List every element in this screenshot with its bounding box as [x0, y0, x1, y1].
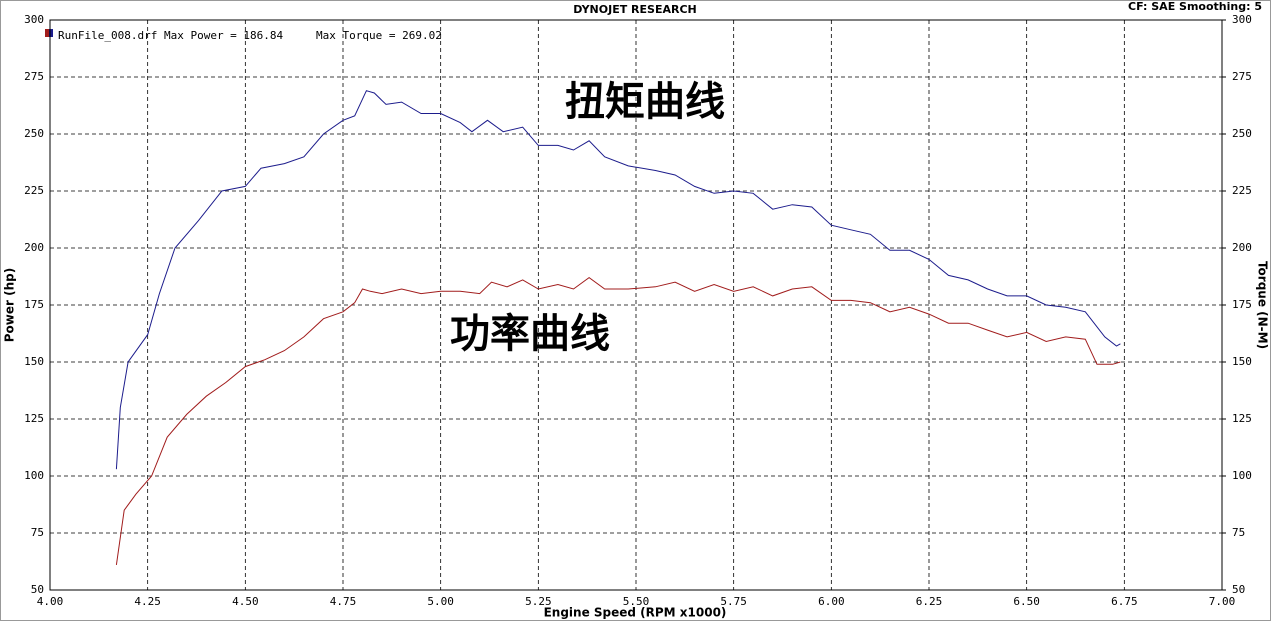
- x-tick-label: 6.50: [1013, 595, 1040, 608]
- y-tick-label: 225: [24, 184, 44, 197]
- legend-text: RunFile_008.drf Max Power = 186.84: [58, 29, 284, 42]
- y2-tick-label: 250: [1232, 127, 1252, 140]
- x-tick-label: 4.00: [37, 595, 64, 608]
- y-tick-label: 100: [24, 469, 44, 482]
- legend-swatch-power: [45, 29, 52, 37]
- torque-annotation: 扭矩曲线: [565, 79, 725, 125]
- x-tick-label: 4.25: [134, 595, 161, 608]
- y2-tick-label: 175: [1232, 298, 1252, 311]
- x-tick-label: 5.25: [525, 595, 552, 608]
- y2-tick-label: 300: [1232, 13, 1252, 26]
- y2-axis-label: Torque (N-M): [1256, 261, 1270, 349]
- chart-subtitle: CF: SAE Smoothing: 5: [1128, 0, 1262, 13]
- power-annotation: 功率曲线: [450, 311, 610, 357]
- x-tick-label: 5.50: [623, 595, 650, 608]
- x-tick-label: 6.00: [818, 595, 845, 608]
- y-tick-label: 175: [24, 298, 44, 311]
- x-tick-label: 5.75: [720, 595, 747, 608]
- x-tick-label: 4.50: [232, 595, 259, 608]
- y2-tick-label: 125: [1232, 412, 1252, 425]
- y2-tick-label: 75: [1232, 526, 1245, 539]
- y2-tick-label: 100: [1232, 469, 1252, 482]
- y-tick-label: 75: [31, 526, 44, 539]
- y-tick-label: 200: [24, 241, 44, 254]
- x-tick-label: 5.00: [427, 595, 454, 608]
- y-tick-label: 300: [24, 13, 44, 26]
- y-tick-label: 275: [24, 70, 44, 83]
- y-tick-label: 250: [24, 127, 44, 140]
- x-tick-label: 6.25: [916, 595, 943, 608]
- y2-tick-label: 50: [1232, 583, 1245, 596]
- legend-swatch-torque: [49, 29, 53, 37]
- y2-tick-label: 275: [1232, 70, 1252, 83]
- y2-tick-label: 200: [1232, 241, 1252, 254]
- x-axis-label: Engine Speed (RPM x1000): [544, 606, 727, 620]
- y-axis-label: Power (hp): [3, 268, 17, 342]
- x-tick-label: 4.75: [330, 595, 357, 608]
- x-tick-label: 7.00: [1209, 595, 1236, 608]
- legend-text: Max Torque = 269.02: [316, 29, 442, 42]
- plot-frame: [49, 19, 1223, 591]
- y-tick-label: 150: [24, 355, 44, 368]
- y2-tick-label: 225: [1232, 184, 1252, 197]
- y-tick-label: 125: [24, 412, 44, 425]
- y2-tick-label: 150: [1232, 355, 1252, 368]
- y-tick-label: 50: [31, 583, 44, 596]
- chart-title: DYNOJET RESEARCH: [573, 3, 696, 16]
- series-line: [115, 276, 1121, 565]
- series-line: [115, 90, 1121, 470]
- x-tick-label: 6.75: [1111, 595, 1138, 608]
